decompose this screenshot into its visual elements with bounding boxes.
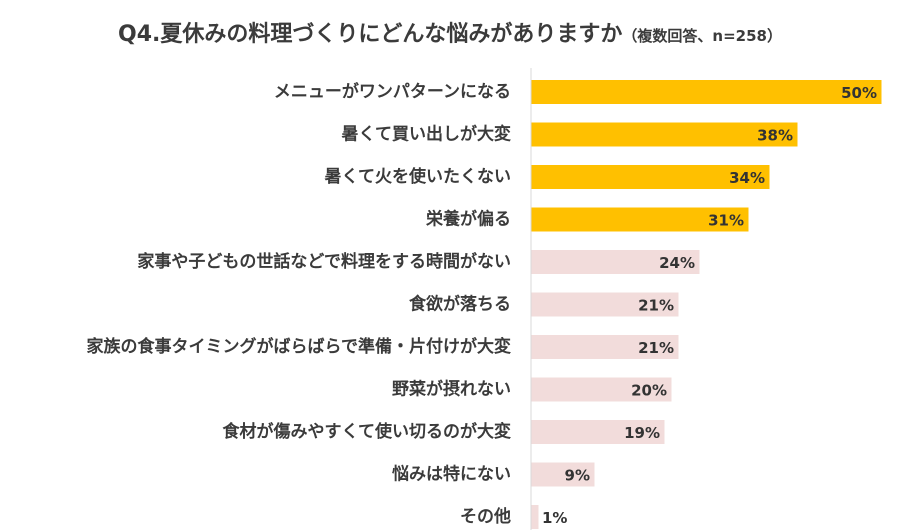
value-label: 38%: [757, 127, 793, 145]
category-label: 家事や子どもの世話などで料理をする時間がない: [137, 251, 511, 272]
value-label: 20%: [631, 382, 667, 400]
value-label: 21%: [638, 297, 674, 315]
chart-subtitle: （複数回答、n=258）: [622, 27, 782, 45]
value-label: 31%: [708, 212, 744, 230]
bar: [531, 207, 749, 232]
category-label: その他: [460, 506, 511, 527]
bar: [531, 462, 595, 487]
category-label: 食欲が落ちる: [409, 294, 511, 315]
chart-title: Q4.夏休みの料理づくりにどんな悩みがありますか（複数回答、n=258）: [0, 16, 900, 48]
category-label: 悩みは特にない: [392, 464, 511, 485]
value-label: 21%: [638, 339, 674, 357]
category-label: 食材が傷みやすくて使い切るのが大変: [223, 421, 512, 442]
bar: [531, 165, 770, 189]
value-label: 34%: [729, 169, 765, 187]
value-label: 9%: [565, 467, 590, 485]
bar: [531, 335, 679, 359]
bar: [531, 292, 679, 317]
category-label: 栄養が偏る: [425, 209, 511, 230]
category-label: 暑くて買い出しが大変: [342, 124, 512, 145]
bar: [531, 122, 798, 147]
chart-title-main: Q4.夏休みの料理づくりにどんな悩みがありますか: [118, 22, 623, 47]
bar: [531, 505, 539, 529]
bar: [531, 80, 882, 104]
value-label: 19%: [624, 424, 660, 442]
bar: [531, 420, 665, 444]
value-label: 1%: [542, 509, 567, 527]
bar: [531, 377, 672, 402]
value-label: 50%: [841, 84, 877, 102]
category-label: メニューがワンパターンになる: [274, 81, 511, 102]
category-label: 野菜が摂れない: [392, 379, 511, 400]
category-label: 暑くて火を使いたくない: [325, 166, 512, 187]
category-label: 家族の食事タイミングがばらばらで準備・片付けが大変: [87, 336, 512, 357]
bar: [531, 250, 700, 274]
value-label: 24%: [659, 254, 695, 272]
